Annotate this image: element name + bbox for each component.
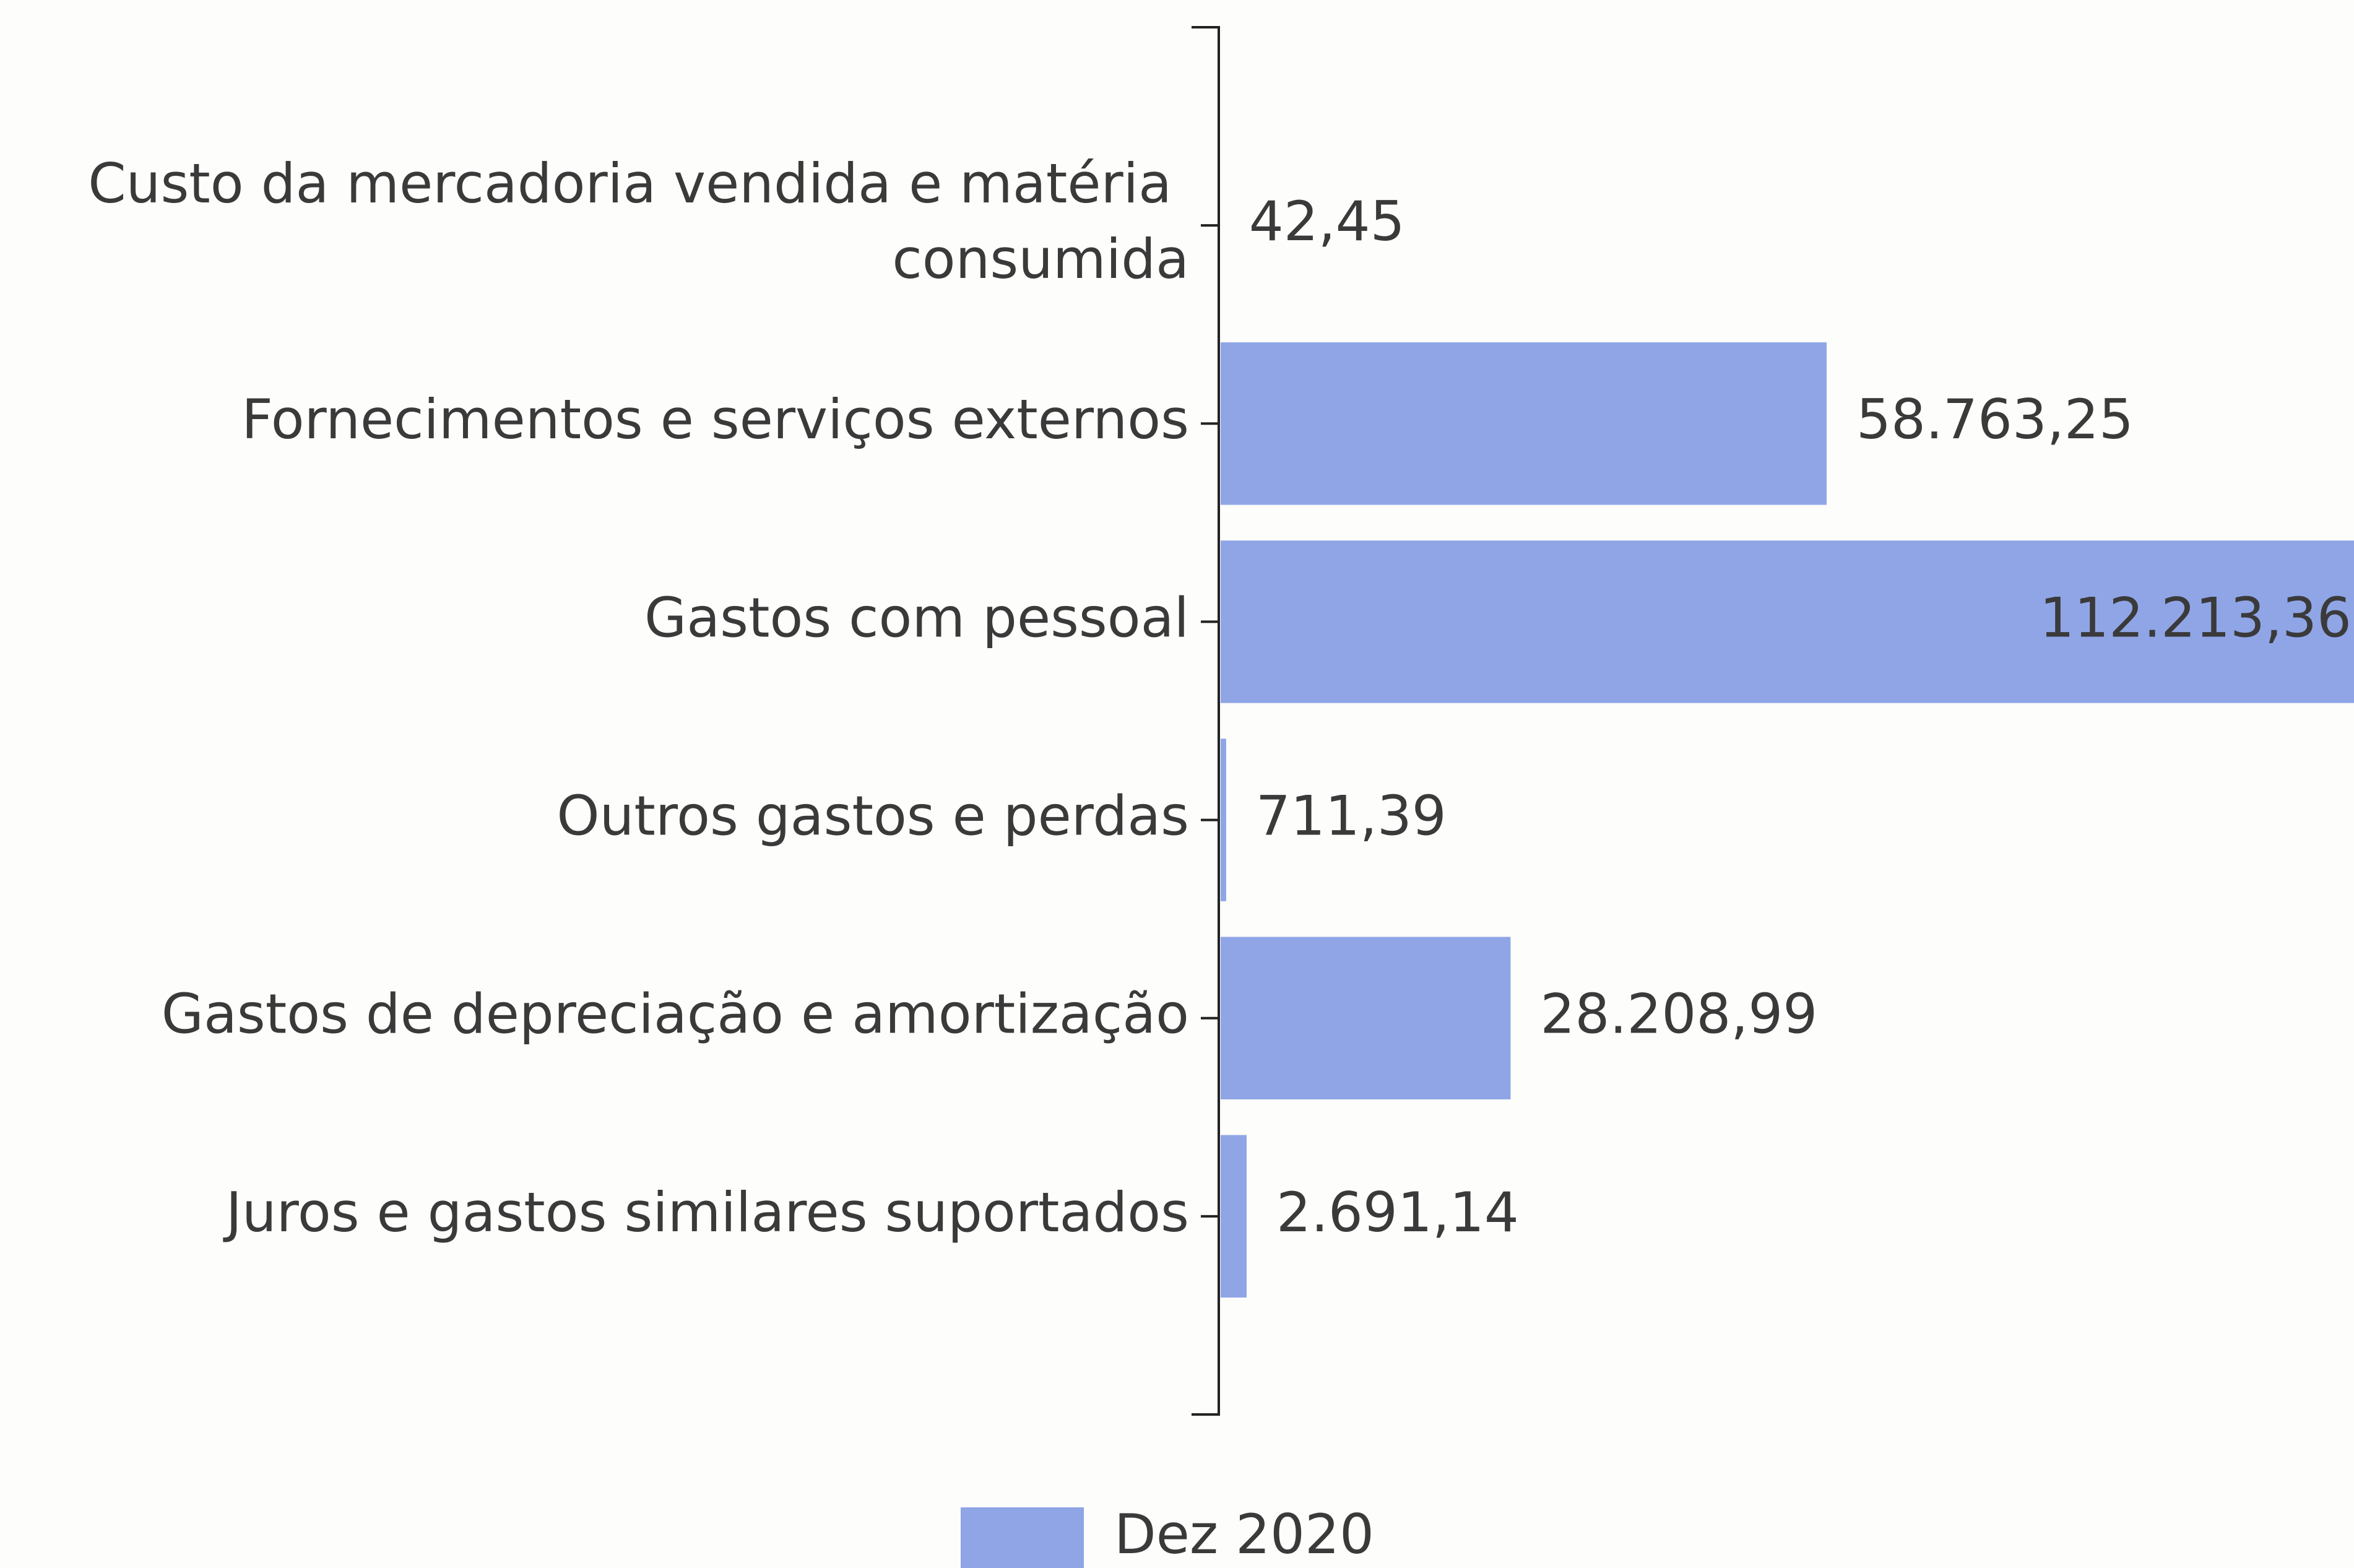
value-label: 42,45 <box>1249 189 1405 253</box>
value-label: 112.213,36 <box>2040 586 2352 649</box>
value-label: 711,39 <box>1256 784 1447 847</box>
category-label: Custo da mercadoria vendida e matéria co… <box>88 152 1189 291</box>
category-label: Juros e gastos similares suportados <box>223 1180 1189 1244</box>
legend-label: Dez 2020 <box>1114 1502 1374 1566</box>
bar <box>1221 739 1226 901</box>
category-label: Outros gastos e perdas <box>556 784 1189 847</box>
category-axis <box>1192 26 1220 1416</box>
bar <box>1221 342 1827 505</box>
category-label: Gastos de depreciação e amortização <box>162 982 1189 1046</box>
value-label: 58.763,25 <box>1856 388 2134 451</box>
category-label: Gastos com pessoal <box>644 586 1189 649</box>
value-label: 28.208,99 <box>1540 982 1817 1046</box>
bar <box>1221 540 2354 703</box>
bar <box>1221 1135 1247 1298</box>
category-label: Fornecimentos e serviços externos <box>241 388 1189 451</box>
legend-swatch <box>961 1507 1084 1568</box>
value-label: 2.691,14 <box>1276 1180 1519 1244</box>
bar <box>1221 937 1511 1099</box>
